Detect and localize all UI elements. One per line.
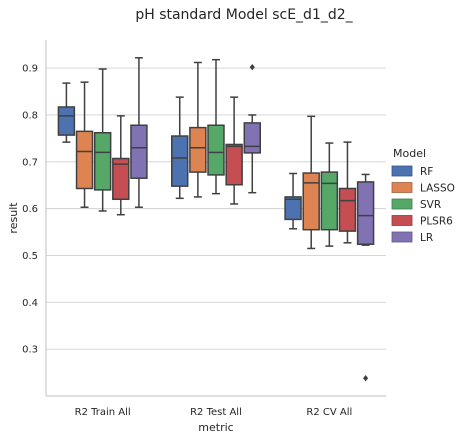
y-tick-label: 0.4 xyxy=(22,298,38,309)
box-svr-2 xyxy=(207,58,225,195)
x-tick-label: R2 CV All xyxy=(306,407,352,418)
legend-label: RF xyxy=(420,166,433,178)
legend-title: Model xyxy=(393,147,426,160)
box-body xyxy=(225,143,243,186)
box-plsr6-2 xyxy=(225,96,243,205)
box-lr-2 xyxy=(243,63,261,194)
legend-item-lr: LR xyxy=(391,231,433,244)
box-lasso-2 xyxy=(189,61,207,198)
box-body xyxy=(112,157,130,201)
outlier-point xyxy=(363,375,369,382)
x-axis-label: metric xyxy=(198,421,233,434)
legend-item-rf: RF xyxy=(391,165,433,178)
x-tick-label: R2 Train All xyxy=(75,407,131,418)
legend-swatch xyxy=(391,165,413,177)
x-axis-ticks: R2 Train All R2 Test All R2 CV All xyxy=(75,407,353,418)
y-axis-label: result xyxy=(7,202,20,234)
legend-label: LR xyxy=(420,232,433,244)
legend-swatch xyxy=(391,182,413,193)
legend-item-plsr6: PLSR6 xyxy=(391,215,453,228)
box-body xyxy=(93,131,112,191)
box-body xyxy=(130,124,148,179)
box-body xyxy=(57,106,76,136)
box-body xyxy=(356,181,375,245)
legend-swatch xyxy=(391,198,413,210)
box-body xyxy=(243,122,261,154)
legend-swatch xyxy=(391,215,413,226)
y-tick-label: 0.7 xyxy=(22,157,38,168)
box-rf-3 xyxy=(284,172,302,230)
x-tick-label: R2 Test All xyxy=(190,407,242,418)
box-rf-2 xyxy=(171,96,189,200)
box-lr-1 xyxy=(130,57,148,208)
box-body xyxy=(320,171,339,231)
chart-title: pH standard Model scE_d1_d2_ xyxy=(135,7,353,23)
y-tick-label: 0.8 xyxy=(22,110,38,121)
box-svr-3 xyxy=(320,142,339,247)
y-tick-label: 0.5 xyxy=(22,251,38,262)
legend: Model RF LASSO SVR PLSR6 LR xyxy=(391,147,455,244)
box-body xyxy=(284,196,302,221)
box-body xyxy=(189,126,207,173)
legend-label: LASSO xyxy=(420,183,455,195)
outlier-point xyxy=(249,63,255,71)
legend-item-svr: SVR xyxy=(391,198,441,211)
box-body xyxy=(171,135,189,187)
y-tick-label: 0.3 xyxy=(22,345,38,356)
box-svr-1 xyxy=(93,68,112,212)
box-lasso-3 xyxy=(302,115,320,250)
box-groups xyxy=(57,57,375,382)
y-tick-label: 0.6 xyxy=(22,204,38,215)
box-plsr6-1 xyxy=(112,115,130,216)
box-rf-1 xyxy=(57,82,76,143)
box-body xyxy=(338,187,357,232)
box-body xyxy=(75,130,94,190)
box-body xyxy=(207,124,225,176)
box-body xyxy=(302,172,320,231)
y-axis-ticks: 0.3 0.4 0.5 0.6 0.7 0.8 0.9 xyxy=(22,64,38,356)
box-lr-3 xyxy=(356,173,375,382)
legend-label: SVR xyxy=(420,199,441,211)
box-lasso-1 xyxy=(75,81,94,208)
box-plsr6-3 xyxy=(338,141,357,244)
legend-label: PLSR6 xyxy=(420,216,453,228)
legend-swatch xyxy=(391,231,413,243)
legend-item-lasso: LASSO xyxy=(391,182,455,195)
y-tick-label: 0.9 xyxy=(22,64,38,75)
